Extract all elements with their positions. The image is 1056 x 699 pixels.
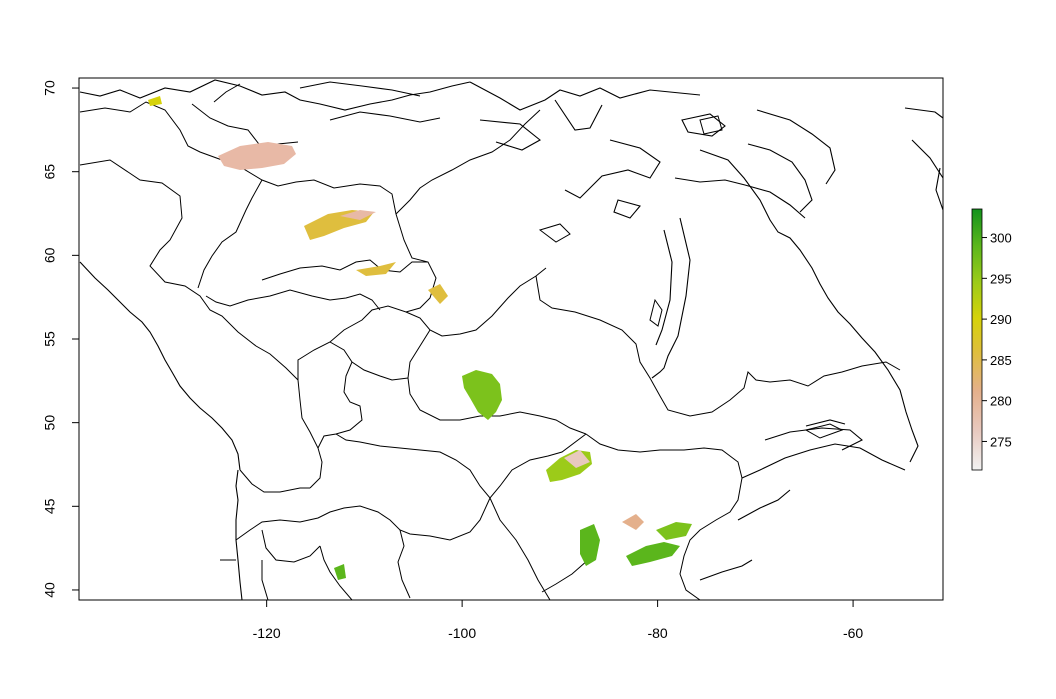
patch-small-arctic [148,96,162,106]
lakes [538,115,844,439]
patch-green-great-lakes-a [580,524,600,566]
y-tick-label: 40 [42,582,58,598]
raster-patches [148,96,692,580]
x-tick-label: -120 [253,625,281,641]
x-tick-label: -60 [843,625,863,641]
y-tick-label: 45 [42,498,58,514]
patch-pink-great-lakes [622,514,644,530]
y-tick-label: 55 [42,331,58,347]
legend-colorbar [971,208,983,471]
coastlines [79,79,943,600]
x-tick-label: -80 [647,625,667,641]
legend-tick-label: 285 [990,353,1012,368]
y-tick-label: 60 [42,247,58,263]
x-axis: -120 -100 -80 -60 [79,599,943,641]
y-tick-label: 65 [42,164,58,180]
y-tick-label: 50 [42,415,58,431]
patch-green-prairie [462,370,502,420]
legend-tick-label: 275 [990,434,1012,449]
patch-mid-c [356,262,396,276]
patch-green-great-lakes-c [656,522,692,540]
legend-tick-label: 295 [990,271,1012,286]
map-layer [79,79,943,600]
color-legend: 275 280 285 290 295 300 [971,208,1012,471]
patch-glacial-pink [564,450,590,468]
basin-boundaries [79,83,901,600]
patch-small-west [334,564,346,580]
patch-mid-b [340,210,376,220]
patch-green-great-lakes-b [626,542,680,566]
legend-tick-label: 280 [990,394,1012,409]
patch-low-mackenzie [218,142,296,170]
legend-ticks: 275 280 285 290 295 300 [982,231,1012,449]
legend-tick-label: 300 [990,231,1012,246]
y-axis: 40 45 50 55 60 65 70 [42,78,80,600]
patch-mid-d [428,284,448,304]
plot-frame [78,77,944,601]
legend-tick-label: 290 [990,312,1012,327]
y-tick-label: 70 [42,80,58,96]
x-tick-label: -100 [448,625,476,641]
